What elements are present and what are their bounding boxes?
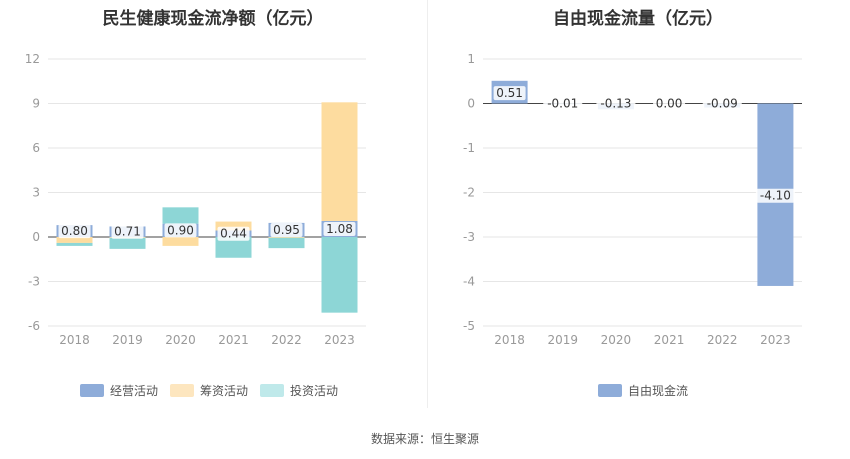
data-label-2022: -0.09	[707, 97, 738, 111]
legend-label-investing: 投资活动	[290, 382, 338, 399]
y-tick-label: -3	[463, 230, 475, 244]
x-tick-label: 2020	[601, 333, 632, 347]
y-tick-label: 1	[467, 52, 475, 66]
data-source: 数据来源：恒生聚源	[0, 430, 850, 447]
data-label-2020: -0.13	[600, 97, 631, 111]
legend-label-financing: 筹资活动	[200, 382, 248, 399]
x-tick-label: 2021	[654, 333, 685, 347]
data-label-2021: 0.00	[656, 97, 683, 111]
legend-swatch-free-cashflow	[598, 384, 622, 397]
legend-swatch-investing	[260, 384, 284, 397]
legend-swatch-financing	[170, 384, 194, 397]
y-tick-label: -1	[463, 141, 475, 155]
x-tick-label: 2023	[760, 333, 791, 347]
y-tick-label: -4	[463, 275, 475, 289]
legend-free-cashflow: 自由现金流	[598, 382, 700, 399]
legend-item-financing[interactable]: 筹资活动	[170, 382, 248, 399]
legend-label-operating: 经营活动	[110, 382, 158, 399]
x-tick-label: 2022	[707, 333, 738, 347]
legend-swatch-operating	[80, 384, 104, 397]
x-tick-label: 2019	[547, 333, 578, 347]
x-tick-label: 2018	[494, 333, 525, 347]
legend-item-investing[interactable]: 投资活动	[260, 382, 338, 399]
data-label-2019: -0.01	[547, 97, 578, 111]
y-tick-label: -5	[463, 319, 475, 333]
data-label-2023: -4.10	[760, 189, 791, 203]
legend-label-free-cashflow: 自由现金流	[628, 382, 688, 399]
legend-item-free-cashflow[interactable]: 自由现金流	[598, 382, 688, 399]
legend-item-operating[interactable]: 经营活动	[80, 382, 158, 399]
y-tick-label: 0	[467, 97, 475, 111]
legend-cashflow: 经营活动 筹资活动 投资活动	[80, 382, 350, 399]
data-label-2018: 0.51	[496, 86, 523, 100]
chart-free-cashflow: 1 0 -1 -2 -3 -4 -5 2018 2019 2020 2021 2022 2023 0.51…	[0, 0, 850, 380]
y-tick-label: -2	[463, 186, 475, 200]
